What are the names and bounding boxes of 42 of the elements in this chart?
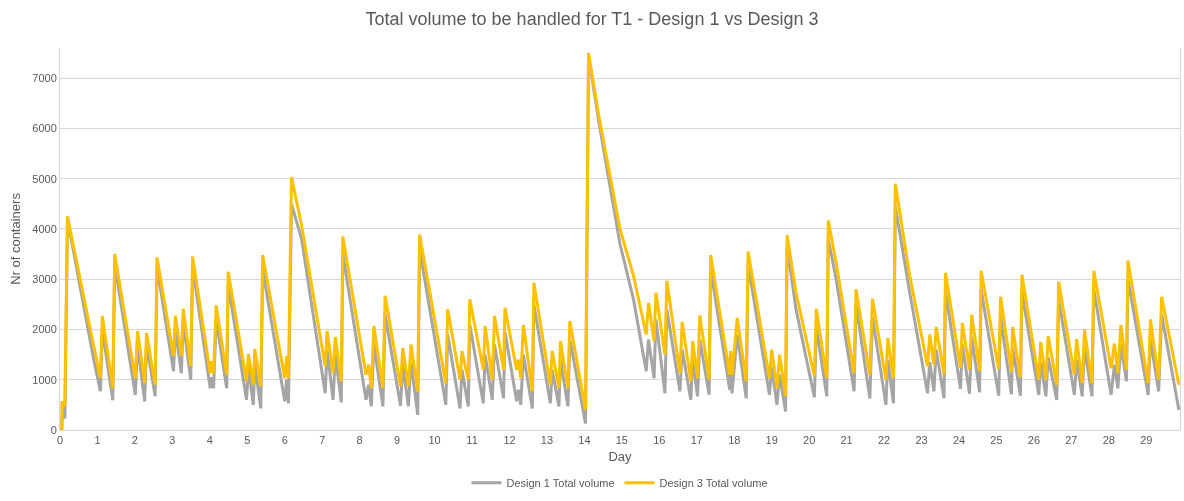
x-tick-label: 25 [990, 434, 1003, 447]
y-tick-label: 4000 [32, 222, 57, 235]
x-tick-label: 17 [690, 434, 703, 447]
x-tick-label: 3 [169, 434, 176, 447]
y-tick-label: 3000 [32, 273, 57, 286]
x-tick-label: 21 [840, 434, 853, 447]
y-tick-label: 6000 [32, 122, 57, 135]
y-tick-label: 5000 [32, 172, 57, 185]
x-tick-label: 5 [244, 434, 251, 447]
x-tick-label: 23 [915, 434, 928, 447]
y-axis-title: Nr of containers [8, 192, 24, 285]
x-tick-label: 15 [615, 434, 628, 447]
x-tick-label: 4 [206, 434, 213, 447]
x-tick-label: 22 [877, 434, 891, 447]
x-tick-label: 1 [94, 434, 101, 447]
x-tick-label: 12 [503, 434, 516, 447]
y-tick-label: 1000 [32, 373, 57, 386]
chart-title: Total volume to be handled for T1 - Design 1 vs Design 3 [365, 9, 819, 30]
y-tick-label: 2000 [32, 323, 57, 336]
x-tick-label: 18 [728, 434, 741, 447]
x-tick-label: 29 [1140, 434, 1153, 447]
x-tick-label: 13 [540, 434, 554, 447]
x-tick-label: 8 [356, 434, 363, 447]
x-tick-label: 7 [319, 434, 326, 447]
x-tick-label: 9 [394, 434, 401, 447]
x-tick-label: 2 [131, 434, 138, 447]
x-tick-label: 11 [466, 434, 478, 447]
legend-label: Design 1 Total volume [506, 476, 615, 489]
legend-label: Design 3 Total volume [659, 476, 768, 489]
x-axis-title: Day [608, 448, 633, 464]
x-tick-label: 19 [765, 434, 778, 447]
x-tick-label: 28 [1102, 434, 1115, 447]
x-tick-label: 27 [1065, 434, 1078, 447]
x-tick-label: 14 [578, 434, 591, 447]
y-tick-label: 7000 [32, 72, 57, 85]
x-tick-label: 24 [952, 434, 966, 447]
y-tick-label: 0 [50, 423, 57, 436]
x-tick-label: 10 [428, 434, 441, 447]
x-tick-label: 16 [653, 434, 666, 447]
x-tick-label: 20 [803, 434, 816, 447]
x-tick-label: 6 [281, 434, 288, 447]
x-tick-label: 26 [1027, 434, 1041, 447]
